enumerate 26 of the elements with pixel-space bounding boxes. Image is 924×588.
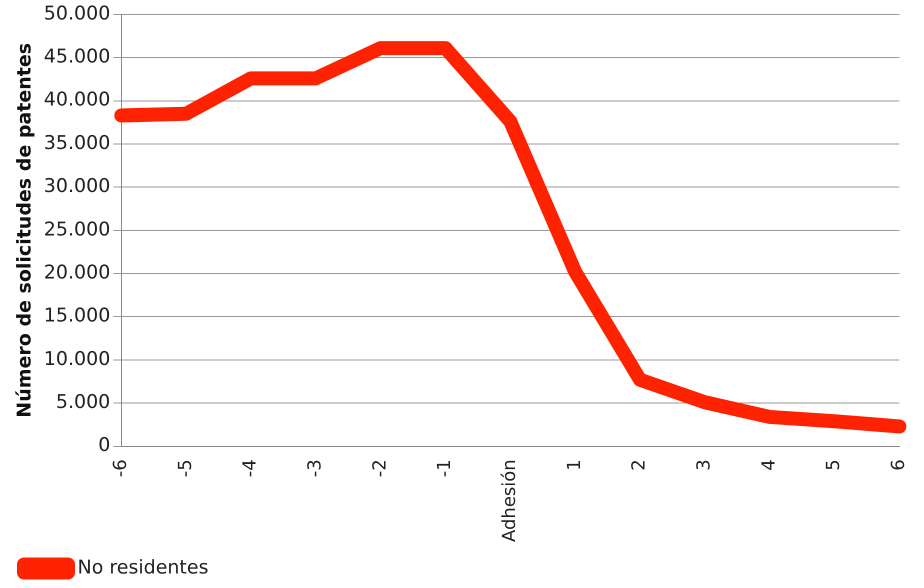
y-tick-label: 45.000 xyxy=(44,46,110,68)
y-tick-label: 25.000 xyxy=(44,218,110,240)
legend-label: No residentes xyxy=(78,556,208,578)
x-tick-label: Adhesión xyxy=(499,459,520,542)
y-tick-label: 5.000 xyxy=(56,391,110,414)
x-tick-label: -2 xyxy=(369,459,390,478)
y-tick-label: 40.000 xyxy=(44,88,110,111)
y-tick-label: 35.000 xyxy=(44,132,110,154)
x-tick-label: 6 xyxy=(888,459,910,471)
x-tick-label: 2 xyxy=(628,459,650,471)
y-tick-label: 0 xyxy=(98,434,110,456)
y-tick-label: 10.000 xyxy=(44,348,110,370)
y-tick-label: 20.000 xyxy=(44,261,110,284)
y-tick-label: 30.000 xyxy=(44,175,110,198)
y-axis-title: Número de solicitudes de patentes xyxy=(13,42,36,418)
x-tick-label: 1 xyxy=(564,459,585,471)
x-tick-label: -4 xyxy=(240,459,261,478)
x-tick-label: 5 xyxy=(823,459,844,471)
x-tick-label: -1 xyxy=(434,459,456,478)
x-tick-label: -6 xyxy=(110,459,131,478)
y-tick-label: 50.000 xyxy=(44,2,110,24)
x-tick-label: -3 xyxy=(304,459,326,478)
x-tick-label: 4 xyxy=(758,459,780,471)
x-tick-label: -5 xyxy=(174,459,196,478)
x-tick-label: 3 xyxy=(694,459,715,471)
y-tick-label: 15.000 xyxy=(44,304,110,327)
